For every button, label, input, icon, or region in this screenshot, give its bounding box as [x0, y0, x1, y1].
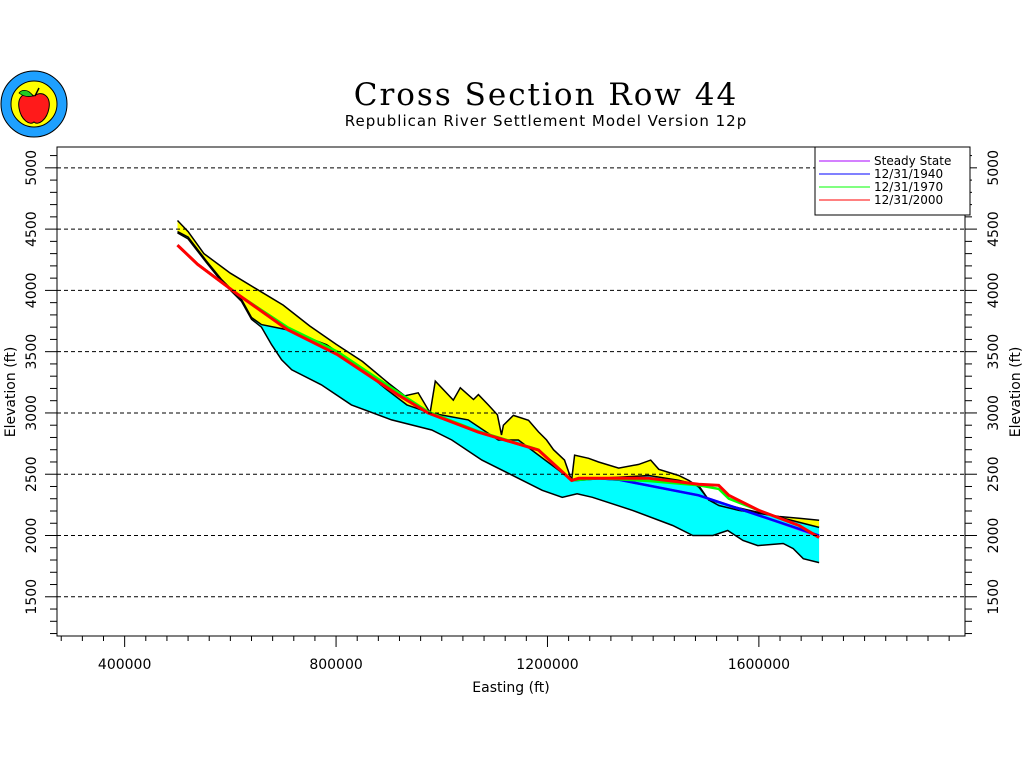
aquifer-band [177, 231, 820, 563]
legend-label: Steady State [874, 154, 951, 168]
y-tick-label-right: 5000 [986, 150, 1002, 186]
legend: Steady State12/31/194012/31/197012/31/20… [814, 146, 971, 216]
x-tick-label: 400000 [98, 657, 151, 673]
y-tick-label-left: 2000 [24, 518, 40, 554]
plot-frame [56, 146, 966, 637]
land-surface-line [176, 219, 820, 521]
land-band [177, 220, 820, 528]
y-tick-label-right: 1500 [986, 579, 1002, 615]
y-tick-label-right: 3000 [986, 395, 1002, 431]
y-tick-label-left: 5000 [24, 150, 40, 186]
legend-label: 12/31/2000 [874, 193, 943, 207]
x-tick-label: 1200000 [516, 657, 578, 673]
x-tick-label: 800000 [309, 657, 362, 673]
y-tick-label-left: 2500 [24, 456, 40, 492]
y-tick-label-left: 3500 [24, 334, 40, 370]
logo [0, 70, 68, 138]
y-tick-label-left: 3000 [24, 395, 40, 431]
y-tick-label-left: 1500 [24, 579, 40, 615]
series-line [176, 244, 820, 539]
y-axis-label-right: Elevation (ft) [1008, 347, 1024, 438]
chart-subtitle: Republican River Settlement Model Versio… [345, 112, 747, 130]
legend-label: 12/31/1970 [874, 180, 943, 194]
plot-area [176, 219, 820, 564]
y-tick-label-right: 3500 [986, 334, 1002, 370]
y-axis-label-left: Elevation (ft) [3, 347, 19, 438]
y-tick-label-left: 4000 [24, 273, 40, 309]
x-axis-label: Easting (ft) [472, 680, 549, 696]
y-tick-label-left: 4500 [24, 211, 40, 247]
series-line [176, 244, 820, 539]
aquifer-top-line [177, 230, 820, 529]
y-tick-label-right: 2500 [986, 456, 1002, 492]
y-tick-label-right: 2000 [986, 518, 1002, 554]
axes: 1500 1500 2000 2000 2500 2500 3000 3000 3500 3500… [24, 146, 1002, 673]
x-tick-label: 1600000 [728, 657, 790, 673]
y-tick-label-right: 4000 [986, 273, 1002, 309]
bedrock-line [177, 232, 820, 564]
chart-title: Cross Section Row 44 [354, 77, 739, 113]
y-tick-label-right: 4500 [986, 211, 1002, 247]
legend-label: 12/31/1940 [874, 167, 943, 181]
